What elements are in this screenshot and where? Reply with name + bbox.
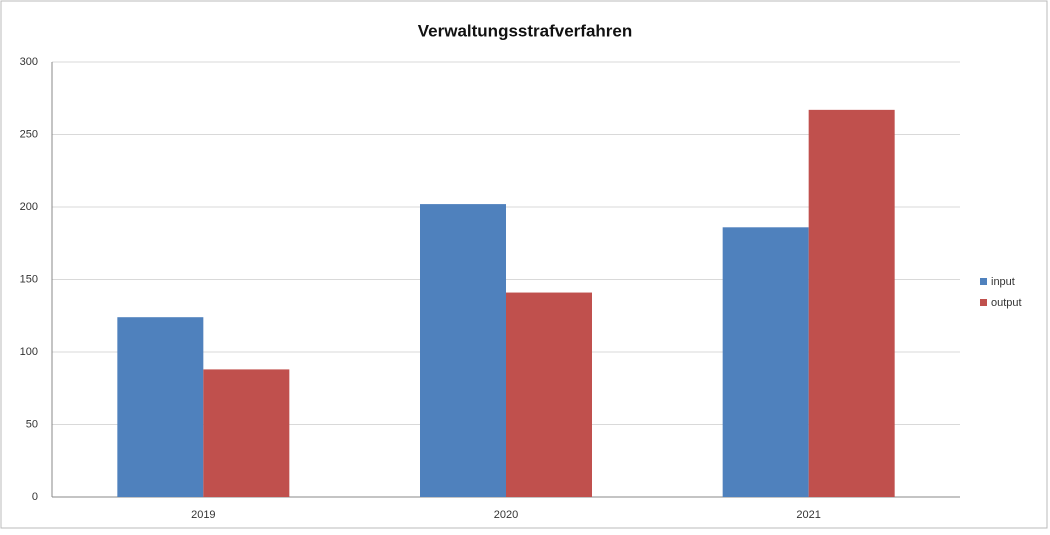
legend-label: output xyxy=(991,297,1022,309)
bar xyxy=(203,369,290,497)
bar xyxy=(420,204,506,497)
y-tick-label: 200 xyxy=(20,201,38,213)
y-tick-label: 100 xyxy=(20,346,38,358)
y-tick-label: 50 xyxy=(26,418,38,430)
x-tick-label: 2021 xyxy=(796,509,820,521)
chart-title: Verwaltungsstrafverfahren xyxy=(418,21,632,40)
x-tick-label: 2020 xyxy=(494,509,518,521)
legend-label: input xyxy=(991,276,1015,288)
bar xyxy=(722,227,809,498)
y-tick-label: 150 xyxy=(20,273,38,285)
bar xyxy=(506,292,592,497)
bar xyxy=(808,109,895,497)
bar xyxy=(117,317,204,497)
x-tick-label: 2019 xyxy=(191,509,215,521)
y-tick-label: 300 xyxy=(20,56,38,68)
y-tick-label: 250 xyxy=(20,128,38,140)
y-tick-label: 0 xyxy=(32,491,38,503)
legend-swatch xyxy=(980,299,987,306)
legend-swatch xyxy=(980,278,987,285)
